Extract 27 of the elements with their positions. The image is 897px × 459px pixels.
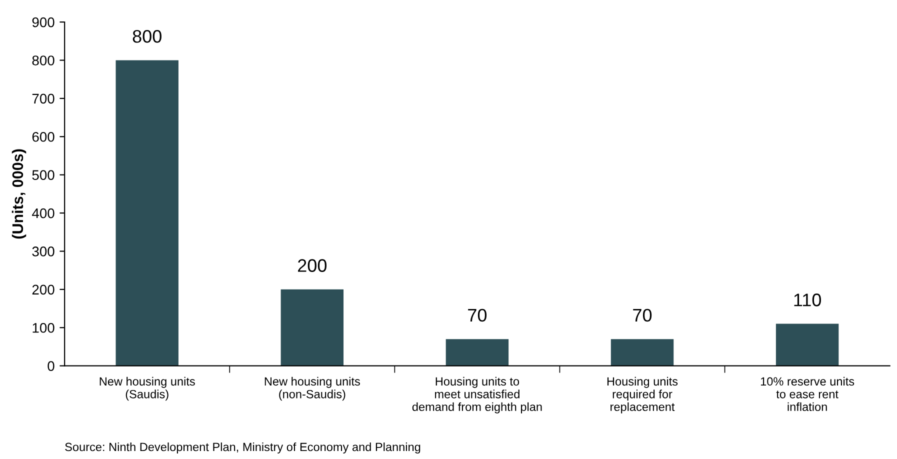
bar: [610, 339, 674, 366]
y-tick-label: 300: [32, 246, 54, 256]
x-tick-label: Housing units required for replacement: [607, 376, 678, 414]
y-tick-label: 0: [48, 361, 54, 371]
bar: [776, 324, 839, 366]
data-label: 70: [633, 308, 652, 322]
bar: [280, 289, 344, 366]
data-label: 200: [298, 259, 327, 272]
y-tick-label: 100: [32, 322, 54, 333]
y-tick-label: 400: [32, 208, 54, 218]
x-tick-label: 10% reserve units to ease rent inflation: [760, 376, 854, 412]
data-label: 70: [468, 308, 487, 322]
data-label: 110: [794, 294, 821, 306]
x-tick-label: New housing units (non-Saudis): [264, 376, 360, 401]
x-tick-label: New housing units (Saudis): [100, 376, 195, 401]
y-axis-title: (Units, 000s): [12, 149, 26, 239]
data-label: 800: [132, 30, 162, 43]
x-tick-label: Housing units to meet unsatisfied demand from eighth plan: [412, 376, 542, 414]
y-tick-label: 500: [32, 170, 54, 180]
source-note: Source: Ninth Development Plan, Ministry of Economy and Planning: [65, 442, 420, 454]
bar: [116, 60, 178, 366]
y-tick-label: 800: [32, 56, 54, 66]
y-tick-label: 900: [32, 17, 54, 28]
y-tick-label: 700: [32, 94, 54, 104]
bar: [446, 339, 509, 366]
y-tick-label: 600: [32, 132, 54, 142]
y-tick-label: 200: [32, 284, 54, 295]
